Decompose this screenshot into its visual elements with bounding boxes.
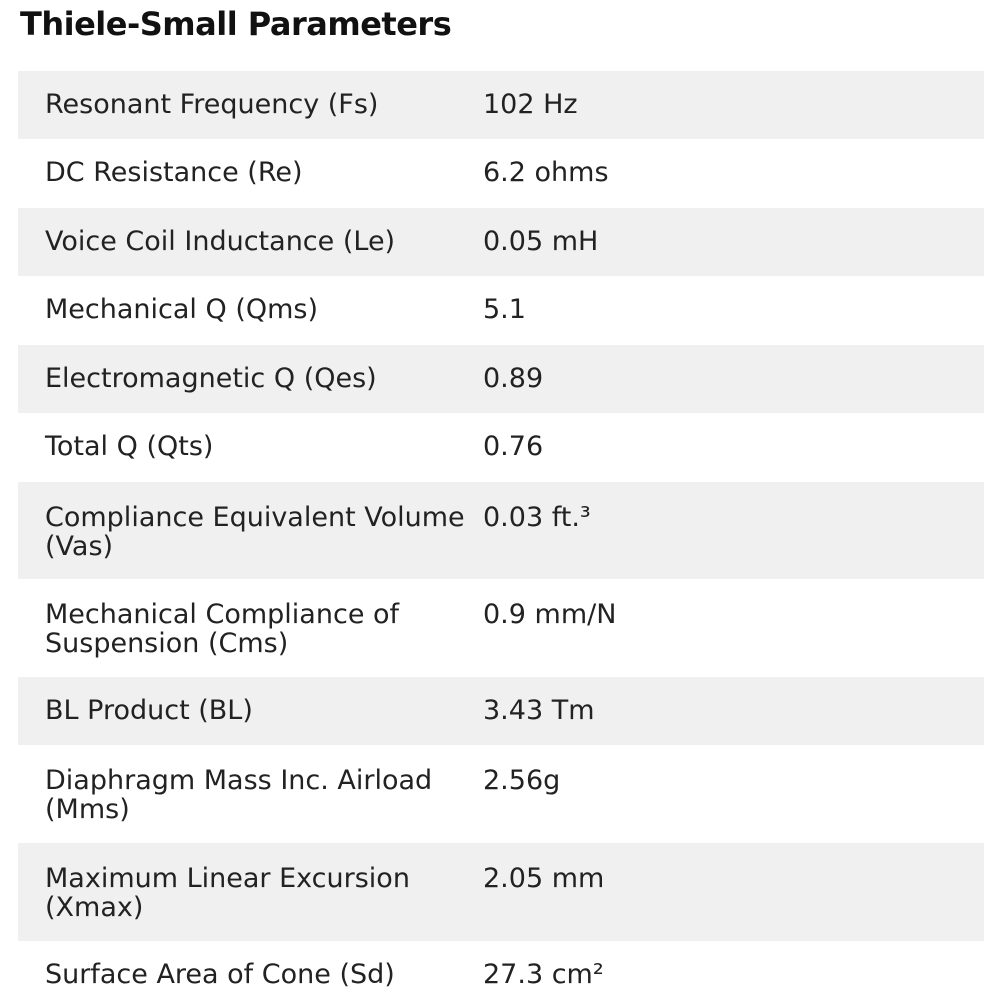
- parameter-value: 0.76: [483, 431, 544, 462]
- parameter-label: Maximum Linear Excursion (Xmax): [45, 863, 410, 923]
- parameter-label: Compliance Equivalent Volume (Vas): [45, 502, 465, 562]
- page-title: Thiele-Small Parameters: [20, 5, 452, 43]
- parameter-value: 2.56g: [483, 765, 561, 796]
- parameter-label: BL Product (BL): [45, 695, 253, 726]
- parameter-label: Voice Coil Inductance (Le): [45, 226, 396, 257]
- parameter-value: 3.43 Tm: [483, 695, 595, 726]
- table-row: BL Product (BL) 3.43 Tm: [18, 677, 984, 745]
- table-row: Mechanical Q (Qms) 5.1: [18, 276, 984, 345]
- table-row: Compliance Equivalent Volume (Vas) 0.03 …: [18, 482, 984, 579]
- table-row: Resonant Frequency (Fs) 102 Hz: [18, 71, 984, 139]
- parameter-label: Diaphragm Mass Inc. Airload (Mms): [45, 765, 433, 825]
- parameter-label: Total Q (Qts): [45, 431, 214, 462]
- parameter-label: Mechanical Q (Qms): [45, 294, 319, 325]
- parameter-value: 2.05 mm: [483, 863, 605, 894]
- parameter-value: 0.03 ft.³: [483, 502, 591, 533]
- parameter-label: DC Resistance (Re): [45, 157, 303, 188]
- table-row: Electromagnetic Q (Qes) 0.89: [18, 345, 984, 413]
- table-row: Mechanical Compliance of Suspension (Cms…: [18, 579, 984, 677]
- parameter-label: Surface Area of Cone (Sd): [45, 959, 395, 990]
- parameter-label: Electromagnetic Q (Qes): [45, 363, 377, 394]
- table-row: Total Q (Qts) 0.76: [18, 413, 984, 482]
- parameter-value: 0.05 mH: [483, 226, 599, 257]
- table-row: Surface Area of Cone (Sd) 27.3 cm²: [18, 941, 984, 995]
- parameters-table: Resonant Frequency (Fs) 102 Hz DC Resist…: [18, 71, 984, 995]
- parameter-value: 102 Hz: [483, 89, 578, 120]
- parameter-value: 0.89: [483, 363, 544, 394]
- table-row: Maximum Linear Excursion (Xmax) 2.05 mm: [18, 843, 984, 941]
- table-row: Voice Coil Inductance (Le) 0.05 mH: [18, 208, 984, 276]
- parameter-label: Resonant Frequency (Fs): [45, 89, 379, 120]
- table-row: Diaphragm Mass Inc. Airload (Mms) 2.56g: [18, 745, 984, 843]
- table-row: DC Resistance (Re) 6.2 ohms: [18, 139, 984, 208]
- parameter-value: 27.3 cm²: [483, 959, 604, 990]
- parameter-value: 6.2 ohms: [483, 157, 609, 188]
- parameter-value: 0.9 mm/N: [483, 599, 617, 630]
- parameter-value: 5.1: [483, 294, 526, 325]
- parameter-label: Mechanical Compliance of Suspension (Cms…: [45, 599, 400, 659]
